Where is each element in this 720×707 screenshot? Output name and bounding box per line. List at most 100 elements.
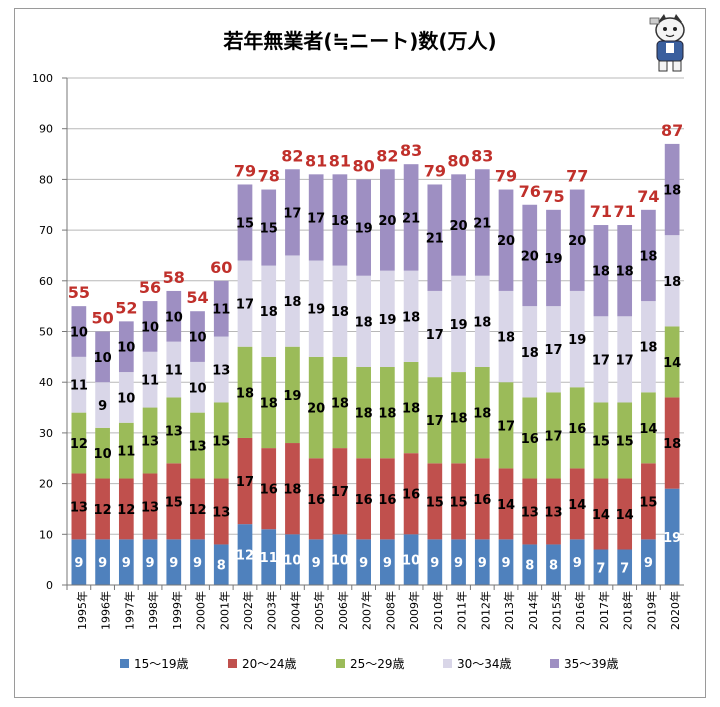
bar-segment [166,341,182,398]
total-label: 60 [210,258,232,277]
total-label: 76 [519,182,541,201]
bar-segment [380,539,395,585]
bar-segment [190,412,205,479]
data-label: 9 [169,556,178,571]
data-label: 14 [616,508,634,523]
data-label: 9 [146,556,155,571]
bar-segment [617,549,633,585]
bar-segment [546,544,561,585]
bar-segment [308,174,324,261]
total-label: 71 [590,202,612,221]
bar-segment [427,377,443,464]
bar-segment [71,356,87,413]
bar-segment [237,524,253,585]
data-label: 9 [74,556,83,571]
bar-segment [474,169,490,276]
legend-swatch [336,659,345,668]
data-label: 17 [236,298,254,313]
bar-segment [403,534,419,585]
bar-segment [166,290,182,342]
bar-segment [308,356,324,459]
data-label: 17 [592,353,610,368]
bar-segment [285,255,300,347]
bar-segment [498,539,514,585]
data-label: 17 [236,475,254,490]
data-label: 13 [544,505,562,520]
bar-segment [474,275,490,367]
bar-segment [569,189,585,291]
data-label: 7 [596,561,605,576]
bar-segment [71,306,87,357]
data-label: 10 [117,341,135,356]
x-tick-label: 2012年 [478,591,492,630]
bar-segment [522,204,538,307]
bar-segment [166,397,182,464]
data-label: 16 [260,483,278,498]
bar-segment [285,534,300,585]
bar-segment [95,331,110,383]
bar-segment [142,407,158,474]
bar-segment [664,488,680,585]
data-label: 18 [260,396,278,411]
bar-segment [593,402,609,479]
bar-segment [546,478,561,545]
data-label: 19 [663,531,681,546]
data-label: 18 [521,346,539,361]
bar-segment [593,478,609,550]
data-label: 9 [122,556,131,571]
bar-segment [213,336,229,403]
data-label: 8 [525,559,534,574]
bars: 9 13 12 11 10 9 12 10 9 10 9 12 11 10 10 9 13 13 11 10 9 15 13… [70,143,681,585]
x-tick-label: 2006年 [336,591,350,630]
data-label: 10 [141,320,159,335]
x-tick-label: 2001年 [217,591,231,630]
data-label: 18 [283,483,301,498]
x-tick-label: 1997年 [122,591,136,630]
data-label: 9 [454,556,463,571]
data-label: 10 [188,331,206,346]
data-label: 13 [141,500,159,515]
data-label: 18 [402,402,420,417]
bar-segment [380,366,395,459]
bar-segment [664,326,680,398]
data-label: 11 [70,379,88,394]
data-label: 9 [98,556,107,571]
data-label: 11 [141,374,159,389]
data-label: 21 [426,232,444,247]
bar-segment [237,346,253,438]
x-tick-label: 2020年 [668,591,682,630]
bar-segment [569,468,585,540]
x-tick-label: 2013年 [502,591,516,630]
bar-segment [474,366,490,459]
total-label: 55 [68,283,90,302]
data-label: 18 [331,396,349,411]
bar-segment [569,290,585,388]
bar-segment [451,463,466,540]
bar-segment [641,209,656,302]
data-label: 20 [497,234,515,249]
data-label: 17 [544,343,562,358]
data-label: 13 [165,424,183,439]
bar-segment [451,174,466,276]
data-label: 18 [331,305,349,320]
bar-segment [617,316,633,403]
bar-segment [546,306,561,393]
data-label: 7 [620,561,629,576]
bar-segment [261,356,277,449]
bar-segment [451,275,466,373]
bar-segment [522,306,538,398]
total-label: 71 [614,202,636,221]
y-tick-label: 40 [39,376,53,389]
bar-segment [380,169,395,271]
data-label: 17 [283,206,301,221]
data-label: 18 [355,315,373,330]
total-label: 80 [447,151,469,170]
data-label: 10 [402,554,420,569]
total-label: 50 [91,309,113,328]
data-label: 16 [473,493,491,508]
data-label: 9 [430,556,439,571]
legend-swatch [228,659,237,668]
data-label: 21 [473,216,491,231]
bar-segment [332,356,348,449]
data-label: 15 [212,435,230,450]
